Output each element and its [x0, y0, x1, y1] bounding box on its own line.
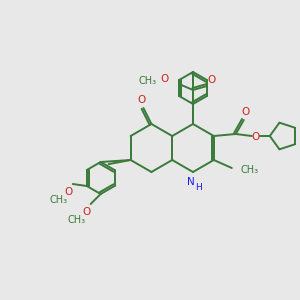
Text: O: O: [82, 207, 91, 217]
Text: CH₃: CH₃: [50, 195, 68, 205]
Text: CH₃: CH₃: [241, 165, 259, 175]
Text: O: O: [65, 187, 73, 197]
Text: O: O: [161, 74, 169, 84]
Text: CH₃: CH₃: [139, 76, 157, 86]
Text: O: O: [137, 95, 146, 105]
Text: H: H: [195, 182, 201, 191]
Text: O: O: [207, 75, 215, 85]
Text: CH₃: CH₃: [68, 215, 86, 225]
Text: N: N: [187, 177, 195, 187]
Text: O: O: [242, 107, 250, 117]
Text: O: O: [252, 132, 260, 142]
